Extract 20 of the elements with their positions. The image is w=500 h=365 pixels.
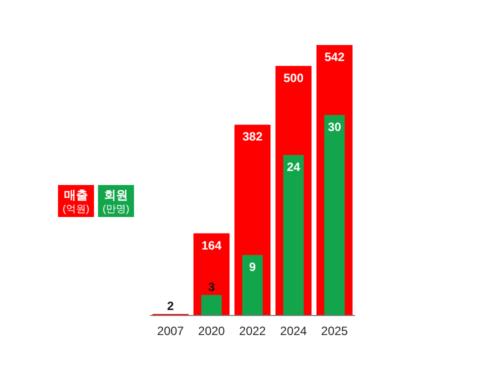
data-label: 24 <box>286 160 300 174</box>
bar <box>283 155 304 315</box>
data-label: 382 <box>242 130 263 144</box>
bar <box>242 255 263 315</box>
x-tick-label: 2020 <box>198 324 226 338</box>
data-label: 500 <box>283 70 304 85</box>
x-tick-label: 2024 <box>280 324 308 338</box>
data-label: 9 <box>249 260 256 274</box>
text: 매출 (억원) <box>62 188 90 215</box>
bar <box>201 295 222 315</box>
data-label: 2 <box>167 299 174 314</box>
x-tick-label: 2007 <box>157 324 184 338</box>
data-label: 30 <box>328 120 342 134</box>
text: 회원 (만명) <box>102 188 130 215</box>
bar <box>324 115 345 315</box>
x-tick-label: 2022 <box>239 324 266 338</box>
x-tick-label: 2025 <box>321 324 348 338</box>
data-label: 542 <box>324 50 345 64</box>
data-label: 3 <box>208 280 216 294</box>
data-label: 164 <box>201 238 222 252</box>
